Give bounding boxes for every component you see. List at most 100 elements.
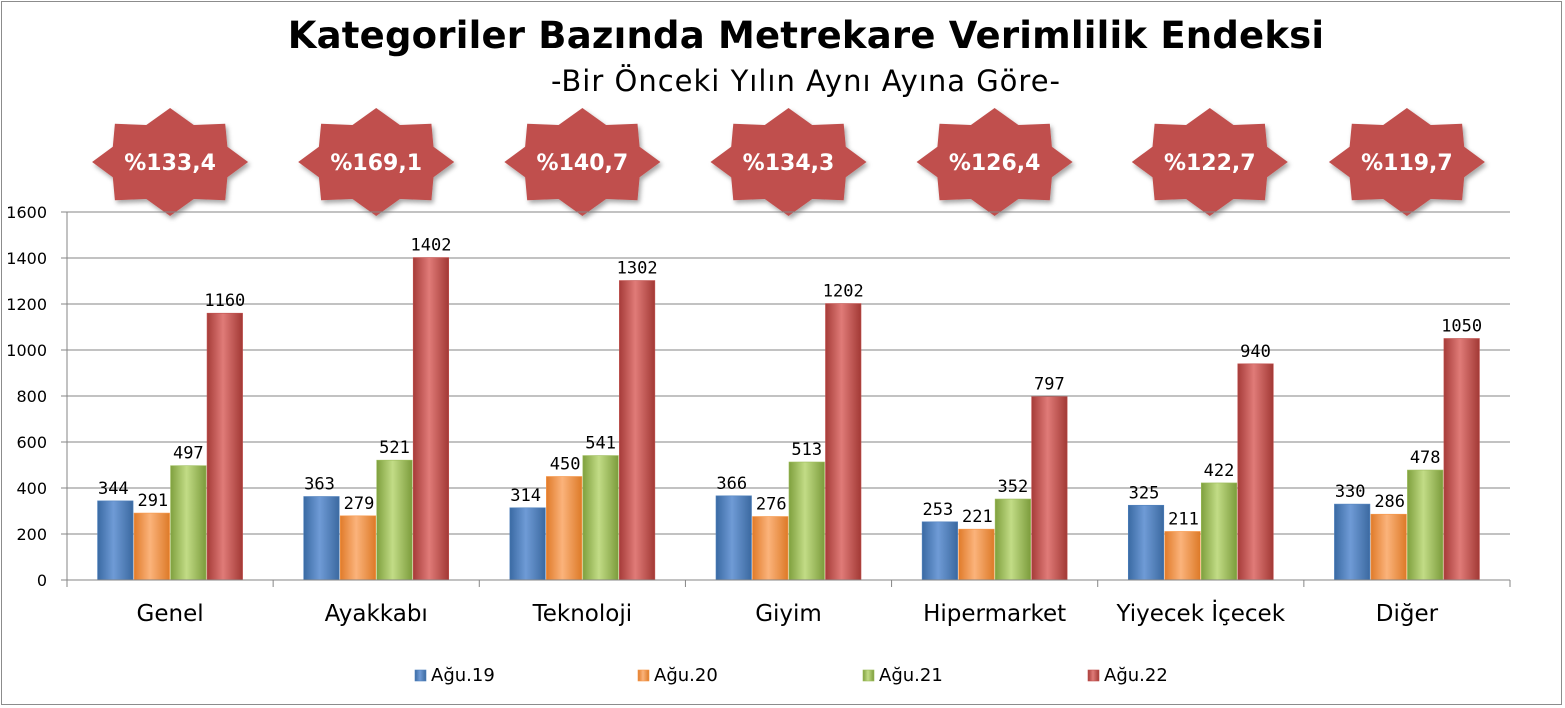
data-label: 541 (585, 434, 616, 454)
bar (546, 476, 583, 581)
bar (1164, 531, 1201, 581)
bar (1237, 363, 1274, 581)
gridlines (67, 211, 1510, 581)
data-label: 1160 (204, 291, 245, 311)
data-label: 314 (510, 486, 541, 506)
percentage-badge (710, 108, 867, 216)
bar (921, 521, 958, 581)
y-tick-label: 1000 (6, 341, 47, 360)
data-label: 497 (173, 444, 204, 464)
bar (97, 500, 134, 581)
bar (825, 303, 862, 581)
bar (582, 455, 619, 581)
axes-layer: 0 200 400 600 800 1000 1200 1400 1600 Genel Ayakka… (6, 203, 1511, 627)
legend-swatch (414, 669, 427, 682)
badge-label: %140,7 (537, 151, 629, 176)
x-tick-label: Teknoloji (532, 601, 633, 627)
data-label: 1050 (1441, 317, 1482, 337)
bar (788, 461, 825, 581)
badges-layer: %133,4 %169,1 %140,7 %134,3 %126,4 %122,7 %119… (92, 108, 1485, 216)
badge-label: %119,7 (1361, 151, 1453, 176)
data-label: 330 (1335, 482, 1366, 502)
bar (958, 528, 995, 581)
x-tick-label: Diğer (1376, 601, 1439, 627)
bar (752, 516, 789, 581)
data-label: 521 (379, 438, 410, 458)
bar (715, 495, 752, 581)
bar (1443, 338, 1480, 581)
data-label: 366 (716, 474, 747, 494)
badge-label: %133,4 (124, 151, 216, 176)
x-tick-label: Hipermarket (923, 601, 1066, 627)
percentage-badge (916, 108, 1073, 216)
badge-label: %126,4 (949, 151, 1041, 176)
chart-title: Kategoriler Bazında Metrekare Verimlilik… (287, 14, 1325, 57)
y-tick-label: 400 (16, 479, 47, 498)
bar (1031, 396, 1068, 581)
bars-layer (97, 257, 1480, 581)
y-tick-label: 200 (16, 525, 47, 544)
data-label: 291 (137, 491, 168, 511)
x-tick-label: Giyim (755, 601, 822, 627)
legend: Ağu.19 Ağu.20 Ağu.21 Ağu.22 (414, 665, 1168, 686)
bar (1127, 504, 1165, 581)
legend-label: Ağu.22 (1104, 665, 1168, 686)
x-tick-label: Ayakkabı (325, 601, 428, 627)
legend-label: Ağu.19 (431, 665, 495, 686)
data-label: 344 (98, 479, 129, 499)
percentage-badge (1131, 108, 1288, 216)
legend-label: Ağu.21 (879, 665, 943, 686)
bar (1200, 482, 1238, 581)
data-label: 940 (1240, 342, 1271, 362)
data-label: 211 (1168, 509, 1199, 529)
legend-swatch (1087, 669, 1100, 682)
data-label: 797 (1034, 375, 1065, 395)
data-label: 279 (344, 494, 375, 514)
percentage-badge (1328, 108, 1485, 216)
bar (133, 512, 170, 581)
data-label: 422 (1204, 461, 1235, 481)
data-label: 221 (962, 507, 993, 527)
data-label: 513 (791, 440, 822, 460)
x-tick-label: Genel (137, 601, 204, 627)
data-label: 1302 (617, 259, 658, 279)
data-label: 286 (1374, 492, 1405, 512)
data-label: 1402 (410, 236, 451, 256)
bar (339, 515, 377, 581)
y-tick-label: 800 (16, 387, 47, 406)
bar (1407, 469, 1444, 581)
badge-label: %122,7 (1164, 151, 1256, 176)
data-label: 276 (756, 495, 787, 515)
y-tick-label: 0 (37, 571, 47, 590)
bar (206, 312, 243, 581)
data-label: 363 (304, 475, 335, 495)
bar (509, 507, 546, 581)
data-label: 325 (1129, 483, 1160, 503)
bar (170, 465, 207, 581)
legend-label: Ağu.20 (654, 665, 718, 686)
legend-swatch (637, 669, 650, 682)
bar (1334, 503, 1371, 581)
data-label: 450 (550, 455, 581, 475)
badge-label: %134,3 (743, 151, 835, 176)
percentage-badge (92, 108, 249, 216)
percentage-badge (504, 108, 661, 216)
percentage-badge (298, 108, 455, 216)
y-tick-label: 1200 (6, 295, 47, 314)
data-label: 1202 (823, 282, 864, 302)
data-label: 478 (1410, 448, 1441, 468)
data-label: 253 (923, 500, 954, 520)
x-tick-label: Yiyecek İçecek (1116, 599, 1286, 627)
y-tick-label: 1600 (6, 203, 47, 222)
bar (1370, 513, 1407, 581)
bar (303, 496, 340, 581)
badge-label: %169,1 (330, 151, 422, 176)
bar (376, 459, 413, 581)
y-tick-label: 600 (16, 433, 47, 452)
data-label: 352 (998, 477, 1029, 497)
y-tick-label: 1400 (6, 249, 47, 268)
bar (412, 257, 450, 581)
legend-swatch (862, 669, 875, 682)
